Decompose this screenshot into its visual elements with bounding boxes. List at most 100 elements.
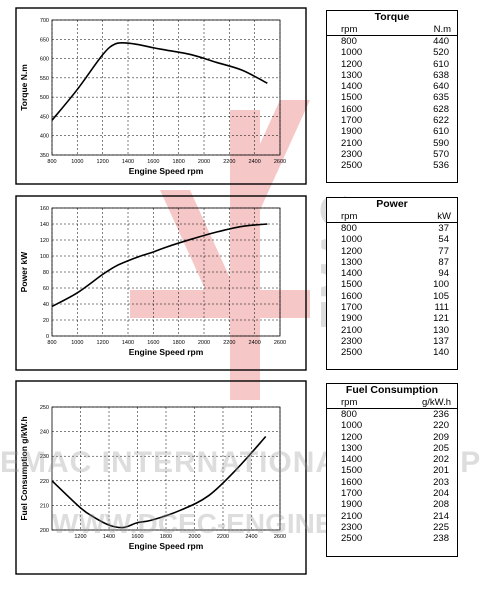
rpm-cell: 2300 (341, 521, 363, 533)
chart-frame (15, 380, 307, 575)
x-tick-label: 1800 (160, 534, 172, 540)
table-row: 1300 638 (327, 70, 457, 81)
y-tick-label: 20 (43, 318, 49, 324)
y-tick-label: 200 (40, 528, 49, 534)
table-row: 2300 137 (327, 336, 457, 347)
x-tick-label: 1400 (122, 340, 134, 346)
value-cell: 203 (433, 476, 449, 488)
power-table-rows: 800 37 1000 54 1200 77 1300 87 1400 94 1500 100 1600… (327, 223, 457, 359)
rpm-cell: 1000 (341, 47, 363, 59)
table-row: 1700 622 (327, 115, 457, 126)
value-cell: 520 (433, 47, 449, 59)
rpm-cell: 1700 (341, 488, 363, 500)
y-tick-label: 120 (40, 238, 49, 244)
value-cell: 590 (433, 137, 449, 149)
power-col-rpm: rpm (341, 211, 358, 222)
value-cell: 622 (433, 115, 449, 127)
rpm-cell: 1900 (341, 499, 363, 511)
value-cell: 137 (433, 335, 449, 347)
value-cell: 204 (433, 488, 449, 500)
table-row: 1900 208 (327, 499, 457, 510)
rpm-cell: 2500 (341, 160, 363, 172)
rpm-cell: 1000 (341, 234, 363, 246)
value-cell: 640 (433, 81, 449, 93)
x-tick-label: 2200 (217, 534, 229, 540)
x-axis-label: Engine Speed rpm (129, 541, 204, 551)
table-row: 1000 54 (327, 234, 457, 245)
table-row: 1600 105 (327, 291, 457, 302)
table-row: 1400 94 (327, 268, 457, 279)
x-tick-label: 1400 (103, 534, 115, 540)
fuel-table-rows: 800 236 1000 220 1200 209 1300 205 1400 202 1500 20… (327, 409, 457, 545)
series-line (51, 223, 268, 308)
value-cell: 635 (433, 92, 449, 104)
value-cell: 610 (433, 126, 449, 138)
value-cell: 111 (434, 302, 449, 314)
rpm-cell: 1600 (341, 290, 363, 302)
rpm-cell: 2100 (341, 324, 363, 336)
chart-0: 800 1000 1200 1400 1600 1800 2000 2200 2400 2600 3… (15, 7, 307, 185)
table-row: 2500 140 (327, 347, 457, 358)
table-row: 1600 203 (327, 477, 457, 488)
y-tick-label: 210 (40, 503, 49, 509)
value-cell: 87 (438, 256, 449, 268)
y-tick-label: 160 (40, 206, 49, 212)
rpm-cell: 1200 (341, 245, 363, 257)
table-row: 1200 610 (327, 59, 457, 70)
x-tick-label: 2600 (274, 159, 286, 165)
table-row: 2100 130 (327, 325, 457, 336)
torque-col-unit: N.m (433, 24, 451, 35)
table-row: 1300 205 (327, 443, 457, 454)
table-row: 1400 640 (327, 81, 457, 92)
y-axis-label: Torque N.m (19, 64, 29, 111)
x-tick-label: 1800 (173, 340, 185, 346)
value-cell: 77 (438, 245, 449, 257)
value-cell: 140 (433, 347, 449, 359)
y-tick-label: 350 (40, 153, 49, 159)
rpm-cell: 2100 (341, 137, 363, 149)
x-tick-label: 1200 (97, 159, 109, 165)
y-axis-label: Power kW (19, 251, 29, 293)
x-tick-label: 2400 (249, 340, 261, 346)
x-tick-label: 1000 (71, 159, 83, 165)
plot-area (51, 207, 281, 337)
value-cell: 238 (433, 533, 449, 545)
table-row: 2300 225 (327, 522, 457, 533)
x-tick-label: 1600 (147, 159, 159, 165)
y-tick-label: 600 (40, 57, 49, 63)
y-tick-label: 100 (40, 254, 49, 260)
value-cell: 37 (438, 223, 449, 234)
chart-frame (15, 7, 307, 185)
value-cell: 105 (433, 290, 449, 302)
x-tick-label: 2000 (198, 159, 210, 165)
table-row: 1900 610 (327, 126, 457, 137)
value-cell: 94 (438, 268, 449, 280)
y-tick-label: 650 (40, 37, 49, 43)
table-row: 2100 214 (327, 511, 457, 522)
table-row: 1400 202 (327, 454, 457, 465)
chart-2: 1200 1400 1600 1800 2000 2200 2400 2600 200 210 22… (15, 380, 307, 575)
power-table-header: rpm kW (327, 211, 457, 223)
y-tick-label: 0 (46, 334, 49, 340)
rpm-cell: 800 (341, 36, 357, 47)
table-row: 1000 220 (327, 420, 457, 431)
x-tick-label: 1600 (147, 340, 159, 346)
torque-table: Torque rpm N.m 800 440 1000 520 1200 610 1300 6… (326, 10, 458, 183)
table-row: 2300 570 (327, 149, 457, 160)
y-tick-label: 400 (40, 134, 49, 140)
fuel-table: Fuel Consumption rpm g/kW.h 800 236 1000 22… (326, 383, 458, 557)
x-axis-label: Engine Speed rpm (129, 347, 204, 357)
value-cell: 638 (433, 69, 449, 81)
rpm-cell: 1000 (341, 420, 363, 432)
table-row: 800 440 (327, 36, 457, 47)
x-tick-label: 2400 (245, 534, 257, 540)
value-cell: 214 (433, 510, 449, 522)
rpm-cell: 1700 (341, 302, 363, 314)
rpm-cell: 2500 (341, 533, 363, 545)
table-row: 1500 201 (327, 465, 457, 476)
torque-table-title: Torque (374, 11, 410, 23)
value-cell: 209 (433, 431, 449, 443)
table-row: 2500 238 (327, 533, 457, 544)
fuel-table-header: rpm g/kW.h (327, 397, 457, 409)
x-tick-label: 2200 (223, 340, 235, 346)
